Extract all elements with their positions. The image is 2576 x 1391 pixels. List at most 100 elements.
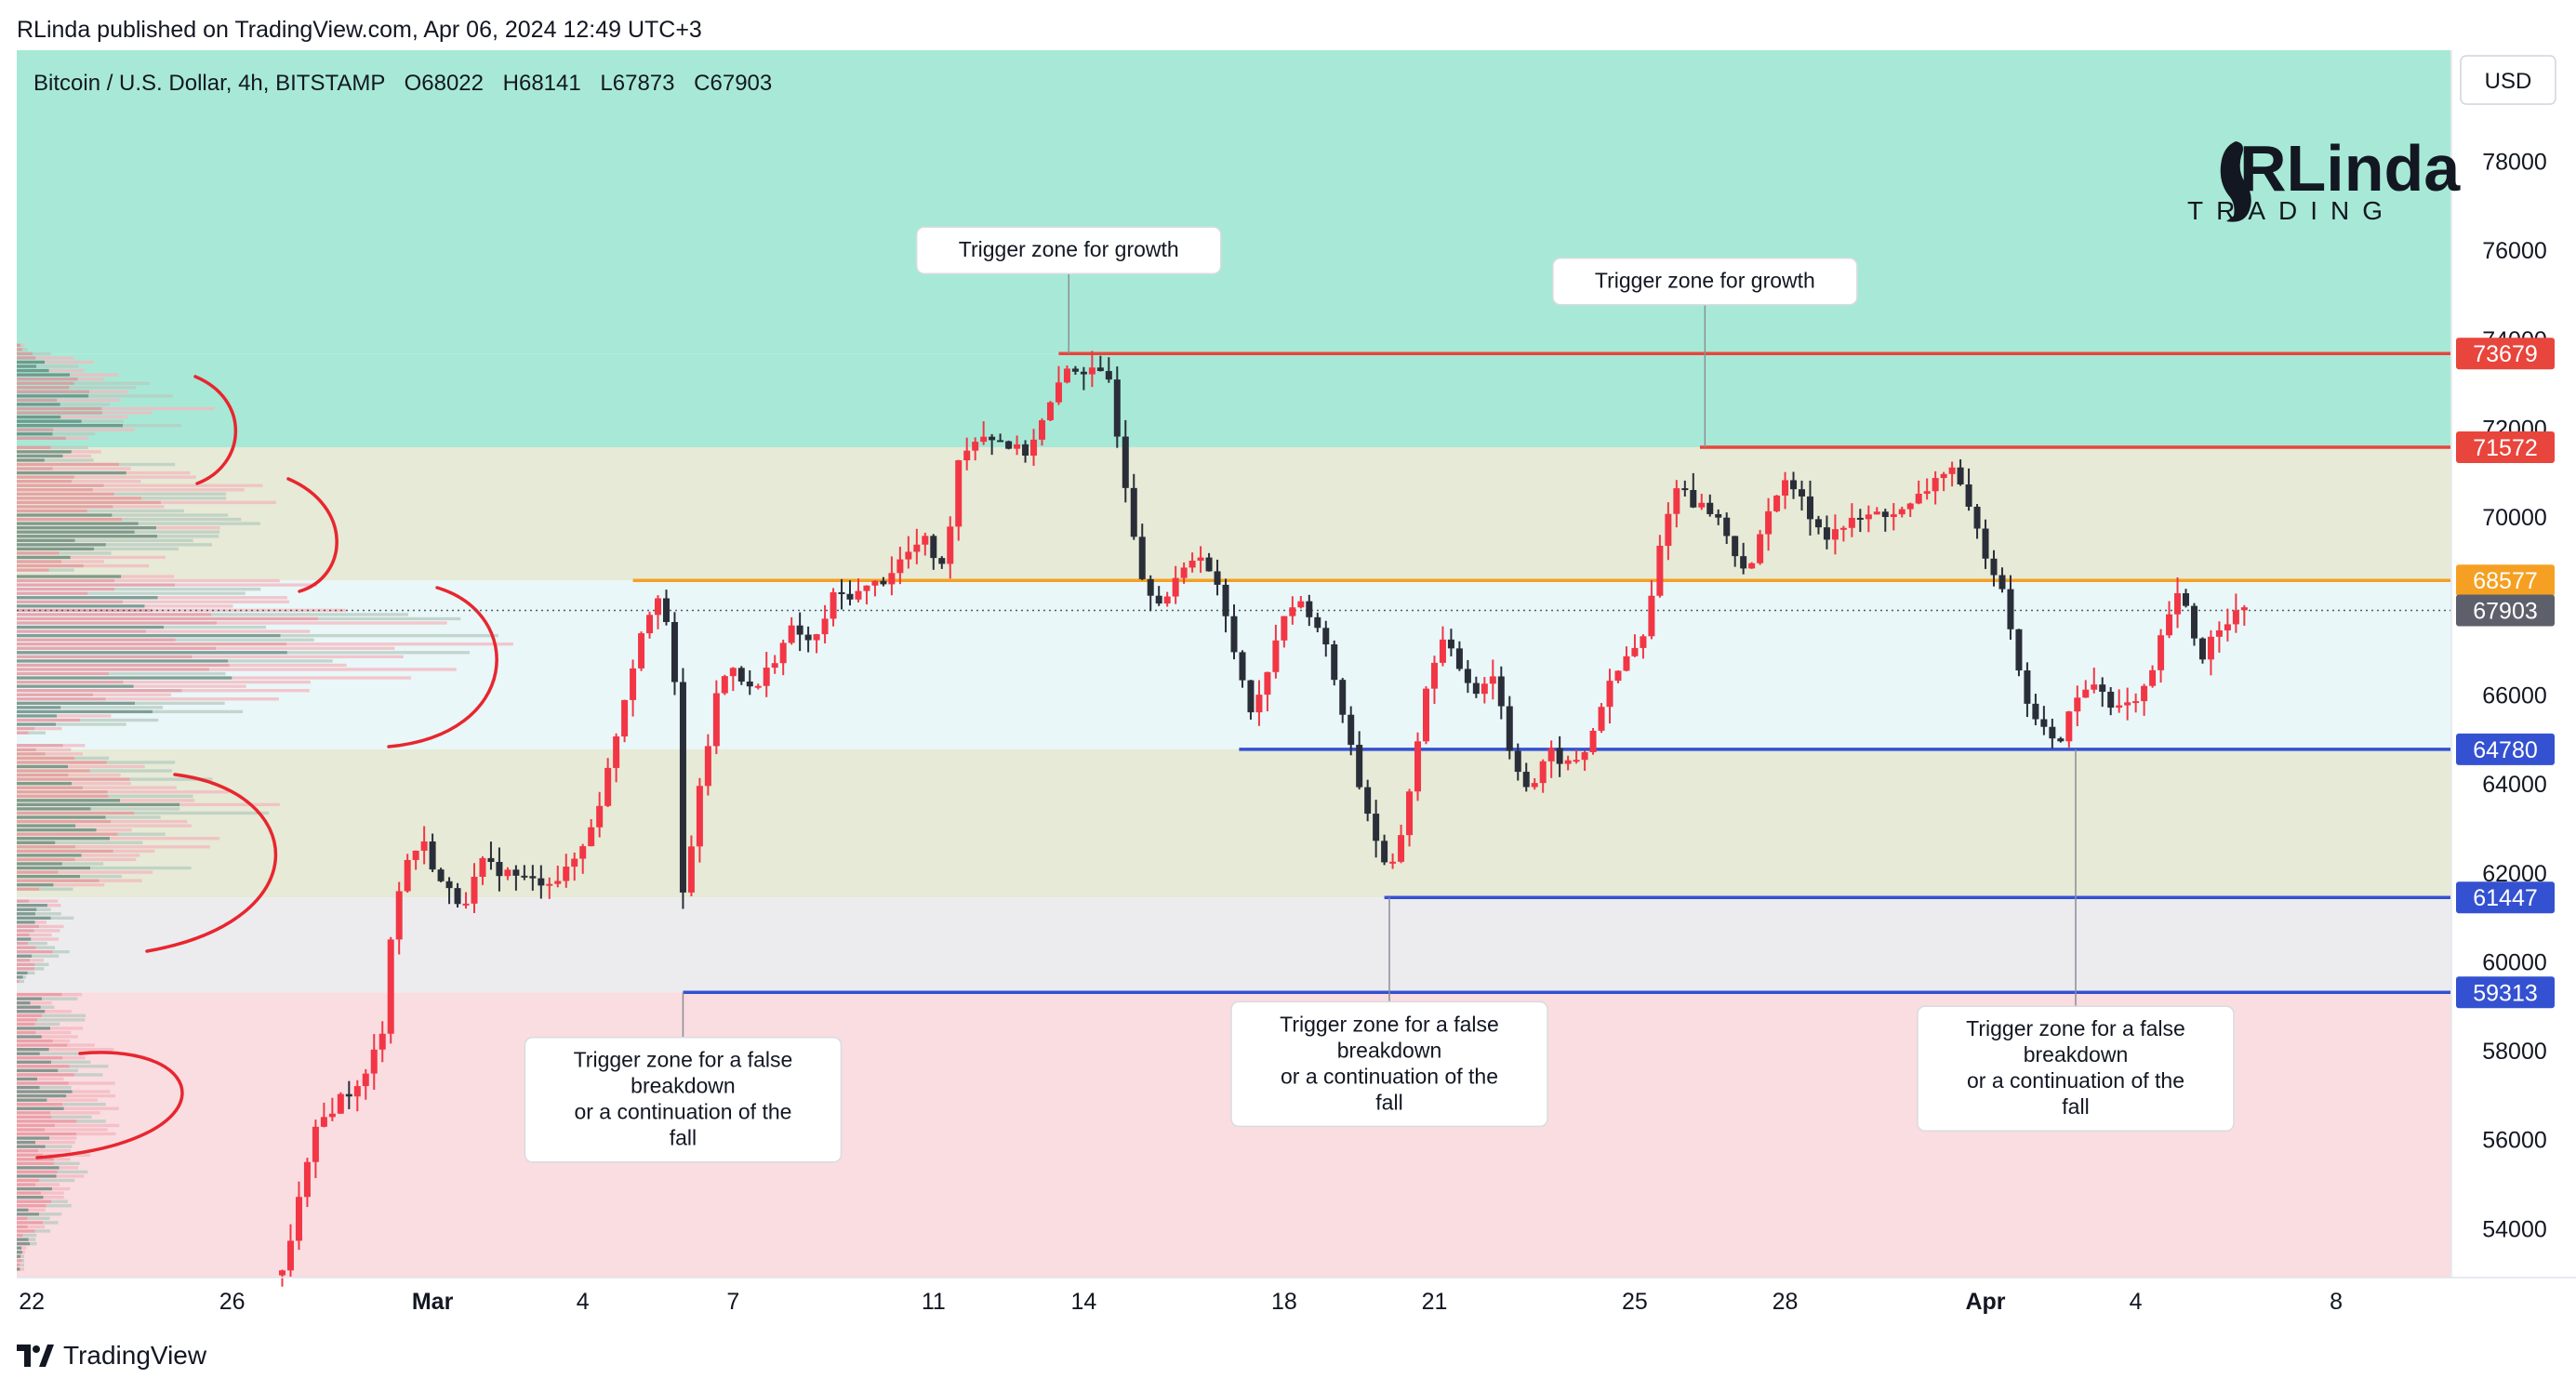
profile-bar xyxy=(17,1254,21,1258)
profile-bar xyxy=(17,560,62,563)
candle-body xyxy=(2232,610,2239,625)
profile-bar xyxy=(217,621,447,625)
profile-bar xyxy=(17,458,45,462)
profile-bar xyxy=(50,1111,100,1115)
profile-bar xyxy=(17,423,124,428)
profile-bar xyxy=(19,979,24,984)
profile-bar xyxy=(17,761,107,764)
profile-bar xyxy=(73,381,150,385)
candle-body xyxy=(1389,861,1397,864)
annotation-text: or a continuation of the xyxy=(1281,1064,1498,1088)
profile-bar xyxy=(17,937,32,941)
profile-bar xyxy=(93,693,172,696)
profile-bar xyxy=(28,731,46,735)
candle-body xyxy=(1698,502,1706,508)
price-tag xyxy=(2456,976,2555,1009)
profile-bar xyxy=(17,1022,35,1027)
profile-bar xyxy=(17,752,46,756)
candle-body xyxy=(2107,691,2115,709)
candle-body xyxy=(1030,439,1038,457)
profile-bar xyxy=(17,1119,77,1123)
y-tick-label: 70000 xyxy=(2482,505,2547,531)
profile-bar xyxy=(114,578,280,583)
profile-bar xyxy=(83,786,177,789)
profile-bar xyxy=(17,364,37,368)
profile-bar xyxy=(52,432,96,436)
profile-bar xyxy=(53,883,105,887)
profile-bar xyxy=(17,600,124,603)
candle-body xyxy=(563,867,570,881)
price-tag xyxy=(2456,594,2555,627)
candle-body xyxy=(395,891,403,940)
profile-bar xyxy=(80,718,159,722)
price-tag xyxy=(2456,431,2555,463)
profile-bar xyxy=(27,1216,50,1221)
y-tick-label: 56000 xyxy=(2482,1128,2547,1154)
tradingview-brand: TradingView xyxy=(63,1341,207,1370)
profile-bar xyxy=(75,845,210,849)
candle-body xyxy=(1965,484,1972,507)
zone-band xyxy=(17,748,2451,898)
profile-bar xyxy=(17,904,47,907)
candle-body xyxy=(1782,480,1789,497)
profile-bar xyxy=(17,432,53,436)
profile-bar xyxy=(17,1166,60,1170)
profile-bar xyxy=(216,646,395,650)
x-tick-label: 21 xyxy=(1422,1289,1448,1315)
rlinda-logo: RLinda TRADING xyxy=(2187,132,2461,225)
candle-body xyxy=(997,440,1004,443)
annotation-text: breakdown xyxy=(1337,1038,1442,1062)
candle-body xyxy=(2198,638,2206,660)
profile-bar xyxy=(28,1208,46,1212)
profile-bar xyxy=(121,575,175,578)
candle-body xyxy=(880,580,887,585)
profile-bar xyxy=(17,684,134,688)
profile-bar xyxy=(17,1001,31,1005)
candle-body xyxy=(521,875,528,878)
woman-silhouette-icon xyxy=(2220,141,2251,222)
candle-body xyxy=(754,685,762,688)
profile-bar xyxy=(17,651,287,655)
profile-bar xyxy=(45,1010,72,1013)
candle-body xyxy=(1506,706,1513,751)
candle-body xyxy=(679,682,686,893)
candle-body xyxy=(1873,511,1880,515)
tradingview-footer[interactable]: TradingView xyxy=(17,1341,206,1371)
profile-bar xyxy=(39,1178,75,1183)
candle-body xyxy=(2207,636,2214,660)
candle-body xyxy=(454,888,461,905)
profile-bar xyxy=(34,1140,75,1145)
candle-body xyxy=(1071,368,1079,372)
profile-bar xyxy=(17,500,161,505)
candle-body xyxy=(1255,695,1263,713)
profile-bar xyxy=(17,1186,52,1191)
candle-body xyxy=(538,878,545,886)
profile-bar xyxy=(17,676,232,680)
candle-body xyxy=(1973,506,1981,529)
currency-button[interactable]: USD xyxy=(2460,55,2556,105)
candle-body xyxy=(2082,689,2090,698)
profile-bar xyxy=(50,1027,84,1030)
profile-bar xyxy=(17,845,76,849)
profile-bar xyxy=(40,1005,55,1009)
annotation-text: fall xyxy=(2062,1094,2089,1119)
profile-bar xyxy=(123,423,182,428)
annotation-text: or a continuation of the xyxy=(1967,1068,2184,1093)
profile-bar xyxy=(96,828,132,832)
profile-bar xyxy=(22,975,27,979)
candle-body xyxy=(1790,480,1798,490)
candle-body xyxy=(955,460,963,527)
profile-bar xyxy=(112,513,229,517)
candle-body xyxy=(2032,703,2039,720)
candle-body xyxy=(1055,382,1062,403)
candle-body xyxy=(913,544,921,552)
candle-body xyxy=(437,869,445,881)
candle-body xyxy=(295,1197,302,1241)
profile-bar xyxy=(53,1158,71,1161)
profile-bar xyxy=(17,916,51,920)
candle-body xyxy=(989,436,996,441)
candle-body xyxy=(1823,527,1830,540)
profile-bar xyxy=(17,680,124,684)
candle-body xyxy=(378,1033,386,1050)
